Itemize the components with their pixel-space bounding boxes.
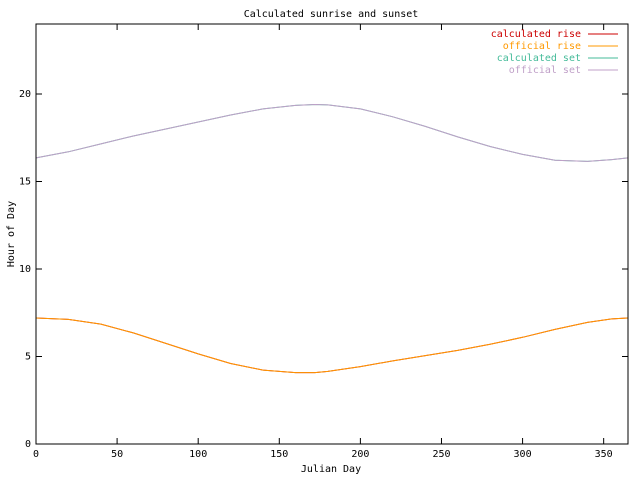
legend-label-calculated-set: calculated set — [497, 53, 581, 64]
legend-label-official-set: official set — [509, 65, 581, 76]
x-tick-label: 350 — [595, 449, 613, 460]
y-tick-label: 15 — [19, 177, 31, 188]
x-axis-ticks: 0 50 100 150 200 250 300 350 — [33, 24, 613, 460]
legend-label-official-rise: official rise — [503, 41, 581, 52]
y-axis-label: Hour of Day — [6, 201, 17, 267]
plot-border — [35, 23, 629, 445]
series-line-official-rise — [35, 317, 629, 374]
y-tick-label: 0 — [25, 439, 31, 450]
series-line-official-set — [35, 103, 629, 162]
x-tick-label: 300 — [514, 449, 532, 460]
x-tick-label: 250 — [432, 449, 450, 460]
x-tick-label: 200 — [351, 449, 369, 460]
x-axis-label: Julian Day — [301, 464, 361, 475]
y-tick-label: 20 — [19, 89, 31, 100]
legend-label-calculated-rise: calculated rise — [491, 29, 581, 40]
plot-lines — [35, 103, 629, 374]
x-tick-label: 0 — [33, 449, 39, 460]
x-tick-label: 150 — [270, 449, 288, 460]
chart-title: Calculated sunrise and sunset — [244, 9, 419, 20]
x-tick-label: 50 — [111, 449, 123, 460]
x-tick-label: 100 — [189, 449, 207, 460]
y-tick-label: 5 — [25, 352, 31, 363]
y-tick-label: 10 — [19, 264, 31, 275]
